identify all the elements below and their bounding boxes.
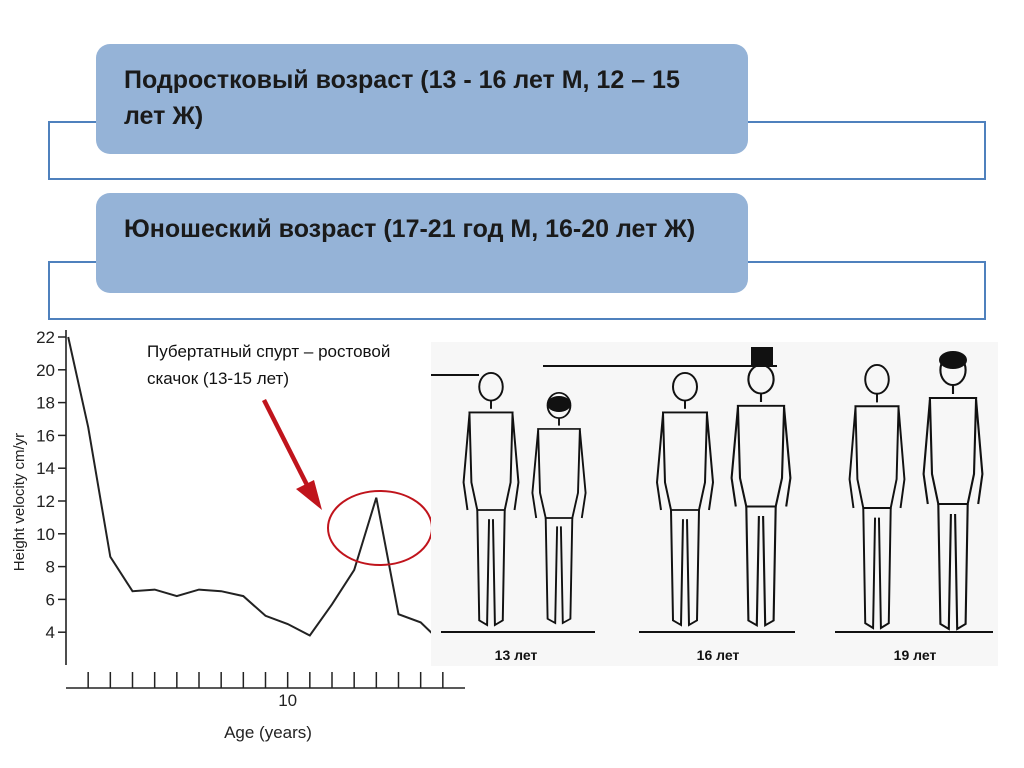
hair-boy-16: [751, 347, 773, 367]
y-tick-label: 8: [46, 558, 55, 577]
x-tick-label: 10: [278, 691, 297, 710]
y-tick-label: 20: [36, 361, 55, 380]
height-velocity-chart: 4 6 8 10 12 14 16 18 20 22 10 Age (years) Height …: [11, 328, 465, 742]
y-tick-label: 14: [36, 459, 55, 478]
box1-label: Подростковый возраст (13 - 16 лет М, 12 …: [96, 44, 748, 154]
y-tick-label: 6: [46, 590, 55, 609]
y-tick-label: 10: [36, 525, 55, 544]
x-ticks: 10: [87, 672, 444, 710]
hair-boy-19: [939, 351, 967, 369]
x-axis-title: Age (years): [224, 723, 312, 742]
figure-caption-16: 16 лет: [697, 647, 740, 663]
y-tick-label: 12: [36, 492, 55, 511]
growth-spurt-callout: Пубертатный спурт – ростовой скачок (13-…: [147, 342, 391, 388]
y-tick-label: 4: [46, 623, 55, 642]
box2-label: Юношеский возраст (17-21 год М, 16-20 ле…: [96, 193, 748, 293]
hair-boy-13: [547, 396, 571, 412]
y-axis-title: Height velocity cm/yr: [11, 433, 28, 571]
series-line: [67, 336, 444, 645]
y-tick-label: 16: [36, 426, 55, 445]
y-ticks: 4 6 8 10 12 14 16 18 20 22: [36, 328, 66, 642]
growth-spurt-highlight: [327, 490, 433, 566]
y-tick-label: 22: [36, 328, 55, 347]
body-proportions-illustration: 13 лет 16 лет 19 лет: [431, 342, 998, 666]
figure-caption-19: 19 лет: [894, 647, 937, 663]
figure-caption-13: 13 лет: [495, 647, 538, 663]
y-tick-label: 18: [36, 394, 55, 413]
